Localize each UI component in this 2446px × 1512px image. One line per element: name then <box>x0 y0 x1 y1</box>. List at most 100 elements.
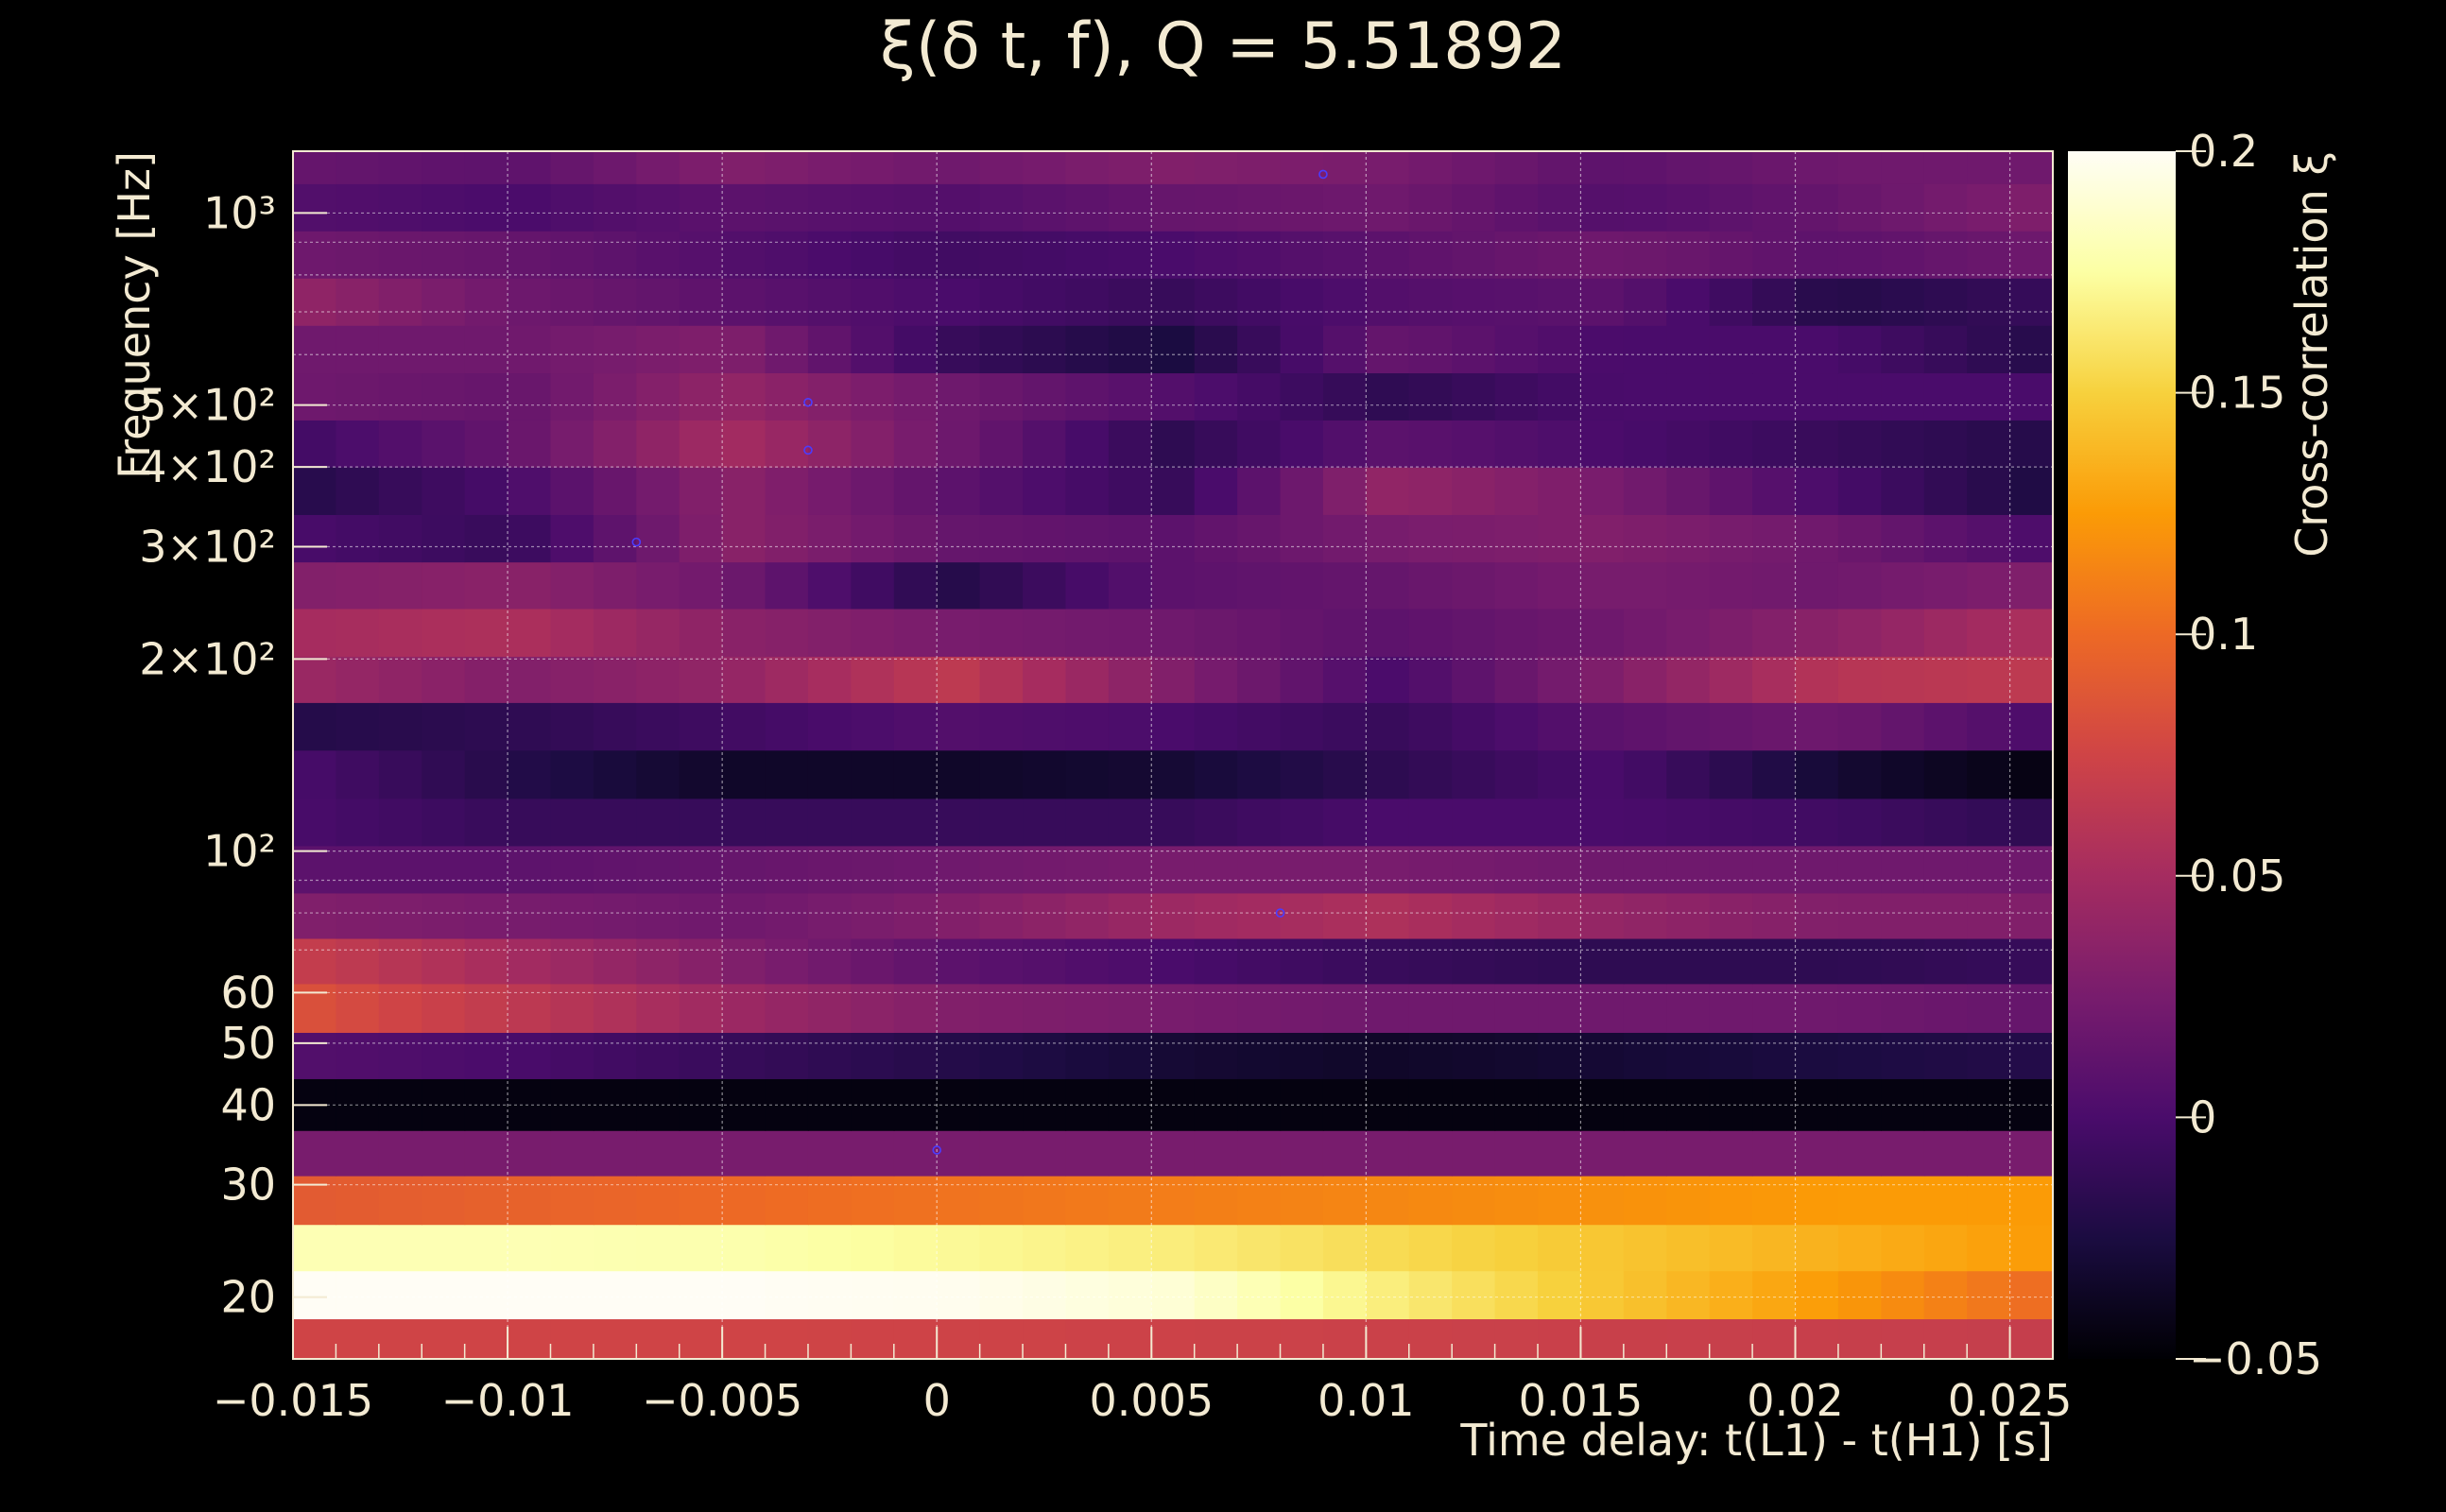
heatmap-cell <box>1623 798 1667 847</box>
heatmap-cell <box>1623 1032 1667 1079</box>
heatmap-cell <box>893 937 938 985</box>
heatmap-cell <box>550 1318 594 1360</box>
heatmap-cell <box>1452 561 1496 610</box>
heatmap-cell <box>1322 325 1367 374</box>
heatmap-cell <box>1795 325 1839 374</box>
heatmap-cell <box>1280 1270 1324 1320</box>
heatmap-cell <box>765 231 809 279</box>
heatmap-cell <box>937 1176 981 1226</box>
heatmap-cell <box>765 372 809 421</box>
heatmap-cell <box>807 608 852 658</box>
heatmap-cell <box>722 514 767 563</box>
heatmap-cell <box>1237 372 1282 421</box>
heatmap-cell <box>1752 420 1797 468</box>
heatmap-cell <box>1967 420 2011 468</box>
heatmap-cell <box>893 151 938 184</box>
heatmap-cell <box>464 514 508 563</box>
heatmap-cell <box>1280 1032 1324 1079</box>
heatmap-cell <box>1151 749 1196 799</box>
heatmap-cell <box>979 845 1024 894</box>
heatmap-cell <box>422 561 466 610</box>
heatmap-cell <box>979 183 1024 232</box>
heatmap-cell <box>1538 937 1582 985</box>
heatmap-cell <box>293 561 337 610</box>
heatmap-cell <box>765 561 809 610</box>
heatmap-cell <box>807 845 852 894</box>
heatmap-cell <box>1538 1032 1582 1079</box>
heatmap-cell <box>2009 372 2054 421</box>
heatmap-cell <box>1366 656 1410 703</box>
heatmap-cell <box>1108 1318 1152 1360</box>
heatmap-cell <box>1580 1318 1625 1360</box>
heatmap-cell <box>1023 845 1067 894</box>
heatmap-cell <box>893 325 938 374</box>
heatmap-cell <box>1538 372 1582 421</box>
heatmap-cell <box>979 1130 1024 1177</box>
heatmap-cell <box>1580 608 1625 658</box>
heatmap-cell <box>1408 1032 1453 1079</box>
heatmap-cell <box>851 183 895 232</box>
heatmap-cell <box>1280 561 1324 610</box>
heatmap-cell <box>336 183 380 232</box>
heatmap-cell <box>422 1130 466 1177</box>
heatmap-cell <box>1967 1318 2011 1360</box>
heatmap-cell <box>1538 798 1582 847</box>
heatmap-cell <box>1194 937 1238 985</box>
heatmap-cell <box>1967 1130 2011 1177</box>
heatmap-cell <box>1580 183 1625 232</box>
heatmap-cell <box>1452 798 1496 847</box>
heatmap-cell <box>937 1224 981 1272</box>
heatmap-cell <box>378 608 422 658</box>
heatmap-cell <box>1237 467 1282 515</box>
heatmap-cell <box>464 183 508 232</box>
heatmap-cell <box>1923 749 1968 799</box>
heatmap-cell <box>1752 983 1797 1033</box>
heatmap-cell <box>508 1032 552 1079</box>
heatmap-cell <box>1881 845 1925 894</box>
heatmap-cell <box>378 845 422 894</box>
heatmap-cell <box>937 151 981 184</box>
heatmap-cell <box>1752 892 1797 939</box>
heatmap-cell <box>765 749 809 799</box>
heatmap-cell <box>422 372 466 421</box>
heatmap-cell <box>336 325 380 374</box>
heatmap-cell <box>1538 608 1582 658</box>
heatmap-cell <box>1151 892 1196 939</box>
heatmap-cell <box>1108 749 1152 799</box>
heatmap-cell <box>1452 325 1496 374</box>
heatmap-cell <box>1666 1270 1711 1320</box>
heatmap-cell <box>422 845 466 894</box>
heatmap-cell <box>1408 608 1453 658</box>
heatmap-cell <box>593 1130 637 1177</box>
heatmap-cell <box>593 1176 637 1226</box>
heatmap-cell <box>1452 278 1496 326</box>
heatmap-cell <box>1967 325 2011 374</box>
heatmap-cell <box>765 983 809 1033</box>
heatmap-cell <box>508 798 552 847</box>
heatmap-cell <box>550 749 594 799</box>
heatmap-cell <box>1322 231 1367 279</box>
heatmap-cell <box>1280 151 1324 184</box>
heatmap-cell <box>508 561 552 610</box>
peak-marker <box>1275 908 1285 918</box>
heatmap-cell <box>937 372 981 421</box>
heatmap-cell <box>807 420 852 468</box>
heatmap-cell <box>851 1270 895 1320</box>
heatmap-cell <box>508 231 552 279</box>
heatmap-cell <box>765 1318 809 1360</box>
heatmap-cell <box>1837 892 1882 939</box>
heatmap-cell <box>1923 892 1968 939</box>
heatmap-cell <box>1752 1130 1797 1177</box>
heatmap-cell <box>679 1130 723 1177</box>
heatmap-cell <box>1666 798 1711 847</box>
heatmap-cell <box>1752 372 1797 421</box>
heatmap-cell <box>293 983 337 1033</box>
heatmap-cell <box>1967 1176 2011 1226</box>
heatmap-cell <box>1237 514 1282 563</box>
heatmap-cell <box>1366 151 1410 184</box>
heatmap-cell <box>1709 892 1753 939</box>
heatmap-cell <box>1194 892 1238 939</box>
heatmap-cell <box>636 1270 680 1320</box>
heatmap-cell <box>807 278 852 326</box>
